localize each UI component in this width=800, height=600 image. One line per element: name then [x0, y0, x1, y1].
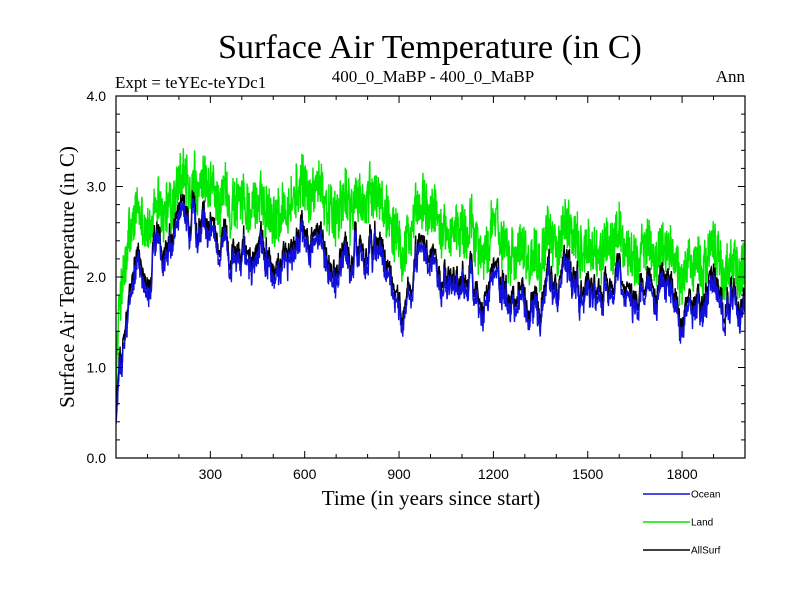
tick-layer: 300 600 900 1200 1500 1800 0.0 1.0 2.0 3.0 4.0	[87, 88, 745, 482]
chart-title: Surface Air Temperature (in C)	[218, 29, 642, 66]
chart-subtitle-season: Ann	[716, 67, 746, 86]
legend-label-ocean: Ocean	[691, 490, 720, 501]
y-tick-label: 4.0	[87, 88, 107, 104]
x-tick-label: 1500	[572, 466, 603, 482]
chart-subtitle-period: 400_0_MaBP - 400_0_MaBP	[332, 67, 534, 86]
y-tick-label: 0.0	[87, 450, 107, 466]
chart-legend: Ocean Land AllSurf	[643, 490, 721, 557]
legend-label-allsurf: AllSurf	[691, 546, 721, 557]
x-axis-label: Time (in years since start)	[322, 486, 541, 510]
y-axis-label: Surface Air Temperature (in C)	[55, 146, 79, 408]
series-line-ocean	[116, 198, 745, 424]
x-tick-label: 1800	[667, 466, 698, 482]
series-line-land	[116, 148, 745, 407]
x-tick-label: 900	[387, 466, 411, 482]
chart-subtitle-experiment: Expt = teYEc-teYDc1	[115, 73, 266, 92]
x-tick-label: 600	[293, 466, 317, 482]
x-tick-label: 1200	[478, 466, 509, 482]
x-tick-label: 300	[199, 466, 223, 482]
y-tick-label: 3.0	[87, 179, 107, 195]
series-layer	[116, 148, 745, 424]
legend-label-land: Land	[691, 518, 713, 529]
y-tick-label: 1.0	[87, 360, 107, 376]
y-tick-label: 2.0	[87, 269, 107, 285]
